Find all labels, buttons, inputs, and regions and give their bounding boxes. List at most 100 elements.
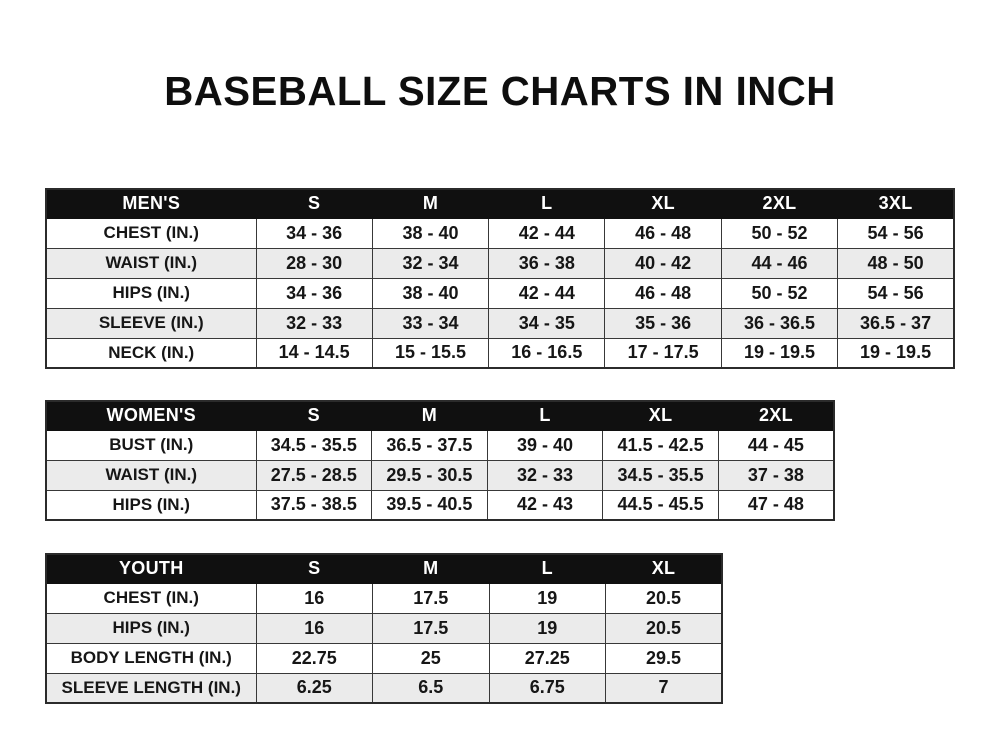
table-row: CHEST (IN.) 16 17.5 19 20.5 xyxy=(45,582,723,614)
table-row: BUST (IN.) 34.5 - 35.5 36.5 - 37.5 39 - 40 4… xyxy=(45,429,835,461)
size-value-cell: 34.5 - 35.5 xyxy=(602,459,719,491)
measurement-label-cell: WAIST (IN.) xyxy=(45,247,257,279)
size-value-cell: 17.5 xyxy=(372,582,490,614)
size-header-cell: S xyxy=(255,188,373,219)
womens-size-table: WOMEN'S S M L XL 2XL BUST (IN.) 34.5 - 35.5 36.5… xyxy=(45,400,835,521)
size-value-cell: 29.5 xyxy=(605,642,723,674)
size-value-cell: 35 - 36 xyxy=(604,307,722,339)
size-value-cell: 47 - 48 xyxy=(717,489,835,521)
size-header-cell: M xyxy=(371,400,488,431)
size-value-cell: 44.5 - 45.5 xyxy=(602,489,719,521)
size-value-cell: 39.5 - 40.5 xyxy=(371,489,488,521)
size-header-cell: 2XL xyxy=(717,400,835,431)
mens-size-table: MEN'S S M L XL 2XL 3XL CHEST (IN.) 34 - 36 38 - 4… xyxy=(45,188,955,369)
size-value-cell: 14 - 14.5 xyxy=(255,337,373,369)
size-value-cell: 46 - 48 xyxy=(604,277,722,309)
size-value-cell: 17 - 17.5 xyxy=(604,337,722,369)
size-value-cell: 36.5 - 37.5 xyxy=(371,429,488,461)
size-value-cell: 22.75 xyxy=(255,642,373,674)
measurement-label-cell: SLEEVE LENGTH (IN.) xyxy=(45,672,257,704)
size-value-cell: 54 - 56 xyxy=(837,277,955,309)
size-value-cell: 34 - 36 xyxy=(255,217,373,249)
size-value-cell: 27.25 xyxy=(488,642,606,674)
size-header-cell: L xyxy=(488,188,606,219)
page-title: BASEBALL SIZE CHARTS IN INCH xyxy=(164,68,836,114)
size-value-cell: 15 - 15.5 xyxy=(371,337,490,369)
table-row: WAIST (IN.) 28 - 30 32 - 34 36 - 38 40 - 42 4… xyxy=(45,247,955,279)
measurement-label-cell: BUST (IN.) xyxy=(45,429,257,461)
size-value-cell: 42 - 44 xyxy=(488,277,606,309)
size-value-cell: 34 - 36 xyxy=(255,277,373,309)
size-header-cell: L xyxy=(488,553,606,584)
size-value-cell: 16 xyxy=(255,612,373,644)
size-header-cell: M xyxy=(372,553,490,584)
table-header-row: YOUTH S M L XL xyxy=(45,553,723,584)
size-value-cell: 40 - 42 xyxy=(604,247,722,279)
measurement-label-cell: CHEST (IN.) xyxy=(45,217,257,249)
youth-size-table: YOUTH S M L XL CHEST (IN.) 16 17.5 19 20.5 HIPS (I… xyxy=(45,553,723,704)
size-value-cell: 27.5 - 28.5 xyxy=(255,459,373,491)
measurement-label-cell: HIPS (IN.) xyxy=(45,612,257,644)
size-value-cell: 6.5 xyxy=(372,672,490,704)
size-value-cell: 29.5 - 30.5 xyxy=(371,459,488,491)
size-header-cell: L xyxy=(486,400,604,431)
size-value-cell: 36.5 - 37 xyxy=(837,307,955,339)
table-title-cell: YOUTH xyxy=(45,553,257,584)
size-value-cell: 34 - 35 xyxy=(488,307,606,339)
size-value-cell: 42 - 43 xyxy=(486,489,604,521)
table-row: HIPS (IN.) 34 - 36 38 - 40 42 - 44 46 - 48 50… xyxy=(45,277,955,309)
table-row: SLEEVE (IN.) 32 - 33 33 - 34 34 - 35 35 - 36… xyxy=(45,307,955,339)
size-value-cell: 38 - 40 xyxy=(371,217,490,249)
size-value-cell: 38 - 40 xyxy=(371,277,490,309)
size-value-cell: 6.25 xyxy=(255,672,373,704)
size-value-cell: 32 - 33 xyxy=(255,307,373,339)
table-row: SLEEVE LENGTH (IN.) 6.25 6.5 6.75 7 xyxy=(45,672,723,704)
table-row: NECK (IN.) 14 - 14.5 15 - 15.5 16 - 16.5 17 … xyxy=(45,337,955,369)
size-value-cell: 32 - 33 xyxy=(486,459,604,491)
table-row: CHEST (IN.) 34 - 36 38 - 40 42 - 44 46 - 48 5… xyxy=(45,217,955,249)
table-title-cell: WOMEN'S xyxy=(45,400,257,431)
size-value-cell: 41.5 - 42.5 xyxy=(602,429,719,461)
size-header-cell: XL xyxy=(605,553,723,584)
size-value-cell: 46 - 48 xyxy=(604,217,722,249)
size-value-cell: 48 - 50 xyxy=(837,247,955,279)
size-value-cell: 36 - 38 xyxy=(488,247,606,279)
size-value-cell: 33 - 34 xyxy=(371,307,490,339)
table-title-cell: MEN'S xyxy=(45,188,257,219)
size-value-cell: 17.5 xyxy=(372,612,490,644)
measurement-label-cell: BODY LENGTH (IN.) xyxy=(45,642,257,674)
size-header-cell: S xyxy=(255,553,373,584)
size-header-cell: 3XL xyxy=(837,188,955,219)
size-value-cell: 50 - 52 xyxy=(720,217,839,249)
table-row: WAIST (IN.) 27.5 - 28.5 29.5 - 30.5 32 - 33… xyxy=(45,459,835,491)
size-value-cell: 54 - 56 xyxy=(837,217,955,249)
size-value-cell: 25 xyxy=(372,642,490,674)
measurement-label-cell: NECK (IN.) xyxy=(45,337,257,369)
size-value-cell: 32 - 34 xyxy=(371,247,490,279)
measurement-label-cell: HIPS (IN.) xyxy=(45,277,257,309)
size-value-cell: 39 - 40 xyxy=(486,429,604,461)
size-header-cell: M xyxy=(371,188,490,219)
size-value-cell: 19 - 19.5 xyxy=(720,337,839,369)
size-value-cell: 50 - 52 xyxy=(720,277,839,309)
size-value-cell: 19 xyxy=(488,612,606,644)
size-value-cell: 37.5 - 38.5 xyxy=(255,489,373,521)
measurement-label-cell: CHEST (IN.) xyxy=(45,582,257,614)
size-value-cell: 37 - 38 xyxy=(717,459,835,491)
size-value-cell: 7 xyxy=(605,672,723,704)
size-value-cell: 6.75 xyxy=(488,672,606,704)
size-header-cell: XL xyxy=(602,400,719,431)
size-header-cell: XL xyxy=(604,188,722,219)
size-value-cell: 34.5 - 35.5 xyxy=(255,429,373,461)
size-value-cell: 20.5 xyxy=(605,612,723,644)
table-header-row: WOMEN'S S M L XL 2XL xyxy=(45,400,835,431)
table-row: BODY LENGTH (IN.) 22.75 25 27.25 29.5 xyxy=(45,642,723,674)
size-value-cell: 16 - 16.5 xyxy=(488,337,606,369)
size-header-cell: S xyxy=(255,400,373,431)
table-row: HIPS (IN.) 37.5 - 38.5 39.5 - 40.5 42 - 43 4… xyxy=(45,489,835,521)
measurement-label-cell: SLEEVE (IN.) xyxy=(45,307,257,339)
table-row: HIPS (IN.) 16 17.5 19 20.5 xyxy=(45,612,723,644)
measurement-label-cell: WAIST (IN.) xyxy=(45,459,257,491)
size-value-cell: 16 xyxy=(255,582,373,614)
